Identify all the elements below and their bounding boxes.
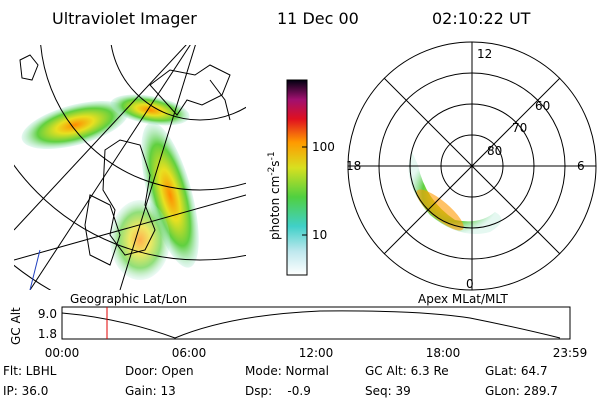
mlt-label: 0 — [466, 277, 474, 291]
colorbar-tick-label: 100 — [312, 140, 335, 154]
graphic — [14, 164, 246, 261]
colorbar-exp: -1 — [267, 151, 277, 160]
graphic — [29, 45, 191, 290]
colorbar-tick-label: 10 — [312, 228, 327, 242]
timeline-xtick: 23:59 — [553, 346, 588, 360]
info-field: GLat: 64.7 — [485, 364, 548, 378]
timeline-xtick: 00:00 — [45, 346, 80, 360]
timeline-xtick: 18:00 — [426, 346, 461, 360]
info-field: Door: Open — [125, 364, 194, 378]
timeline-xtick: 12:00 — [299, 346, 334, 360]
info-panel: Flt: LBHL Door: Open Mode: Normal GC Alt: 6… — [3, 364, 558, 398]
graphic — [110, 94, 190, 126]
timeline-xtick: 06:00 — [172, 346, 207, 360]
geo-map — [14, 45, 246, 290]
info-field: Gain: 13 — [125, 384, 176, 398]
graphic — [416, 189, 464, 231]
timeline-ytick: 1.8 — [38, 327, 57, 341]
timeline-ylabel: GC Alt — [9, 307, 23, 345]
graphic — [110, 45, 246, 121]
graphic — [14, 45, 187, 231]
graphic — [29, 249, 41, 290]
info-field: Seq: 39 — [365, 384, 411, 398]
info-field: GLon: 289.7 — [485, 384, 558, 398]
colorbar — [286, 79, 308, 276]
altitude-timeline — [61, 306, 571, 340]
colorbar-label-base: photon cm — [268, 176, 282, 240]
info-field: IP: 36.0 — [3, 384, 48, 398]
ring-label: 70 — [512, 121, 527, 135]
info-field: Mode: Normal — [245, 364, 329, 378]
graphic — [61, 306, 571, 340]
graphic — [141, 122, 199, 268]
graphic — [110, 200, 170, 280]
mlt-label: 6 — [577, 159, 585, 173]
colorbar-exp: -2 — [267, 167, 277, 176]
date: 11 Dec 00 — [277, 9, 359, 28]
graphic — [21, 101, 129, 149]
info-field: GC Alt: 6.3 Re — [365, 364, 449, 378]
map-label: Geographic Lat/Lon — [70, 292, 187, 306]
polar-plot — [347, 41, 597, 291]
graphic — [14, 194, 246, 261]
title: Ultraviolet Imager — [52, 9, 197, 28]
graphic — [61, 310, 561, 339]
graphic — [19, 54, 231, 266]
ring-label: 80 — [487, 144, 502, 158]
colorbar-unit: s — [268, 160, 282, 166]
time: 02:10:22 UT — [432, 9, 531, 28]
info-field: Flt: LBHL — [3, 364, 57, 378]
mlt-label: 18 — [346, 159, 361, 173]
polar-label: Apex MLat/MLT — [418, 292, 508, 306]
graphic — [383, 77, 561, 255]
graphic — [40, 45, 246, 191]
colorbar-label: photon cm-2s-1 — [267, 151, 282, 240]
mlt-label: 12 — [477, 47, 492, 61]
timeline-ytick: 9.0 — [38, 307, 57, 321]
info-field: Dsp: -0.9 — [245, 384, 311, 398]
ring-label: 60 — [535, 99, 550, 113]
